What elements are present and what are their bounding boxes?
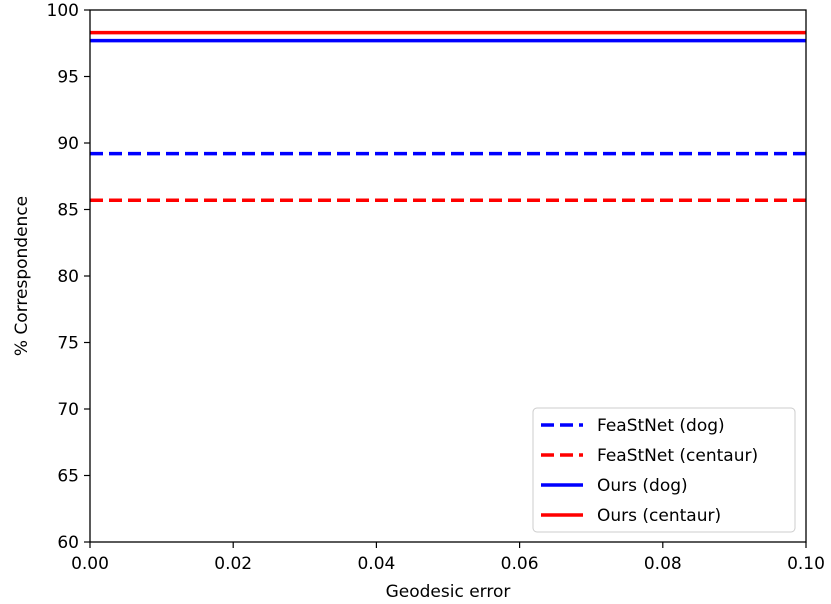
legend-label: FeaStNet (dog) — [597, 416, 725, 436]
y-tick-label: 100 — [47, 1, 79, 21]
ticks-layer: 0.00 0.02 0.04 0.06 0.08 0.10 60 65 70 75 80 85 90 95… — [47, 1, 825, 574]
y-tick-label: 85 — [57, 201, 79, 221]
legend-label: FeaStNet (centaur) — [597, 446, 758, 466]
x-tick-label: 0.02 — [214, 554, 252, 574]
y-tick-label: 65 — [57, 467, 79, 487]
y-axis-label: % Correspondence — [12, 196, 32, 356]
y-tick-label: 90 — [57, 134, 79, 154]
x-tick-label: 0.10 — [787, 554, 825, 574]
x-tick-label: 0.00 — [71, 554, 109, 574]
x-tick-label: 0.08 — [644, 554, 682, 574]
x-tick-label: 0.04 — [357, 554, 395, 574]
legend-label: Ours (dog) — [597, 476, 688, 496]
legend-frame — [532, 407, 796, 533]
plot-frame — [89, 9, 807, 543]
series-layer — [90, 30, 806, 202]
y-tick-label: 80 — [57, 267, 79, 287]
x-axis-label: Geodesic error — [386, 582, 511, 602]
y-tick-label: 60 — [57, 533, 79, 553]
y-tick-label: 95 — [57, 68, 79, 88]
x-tick-label: 0.06 — [501, 554, 539, 574]
legend: FeaStNet (dog) FeaStNet (centaur) Ours (do… — [532, 407, 796, 533]
legend-label: Ours (centaur) — [597, 506, 721, 526]
y-tick-label: 70 — [57, 400, 79, 420]
y-tick-label: 75 — [57, 334, 79, 354]
legend-items: FeaStNet (dog) FeaStNet (centaur) Ours (do… — [541, 416, 758, 526]
